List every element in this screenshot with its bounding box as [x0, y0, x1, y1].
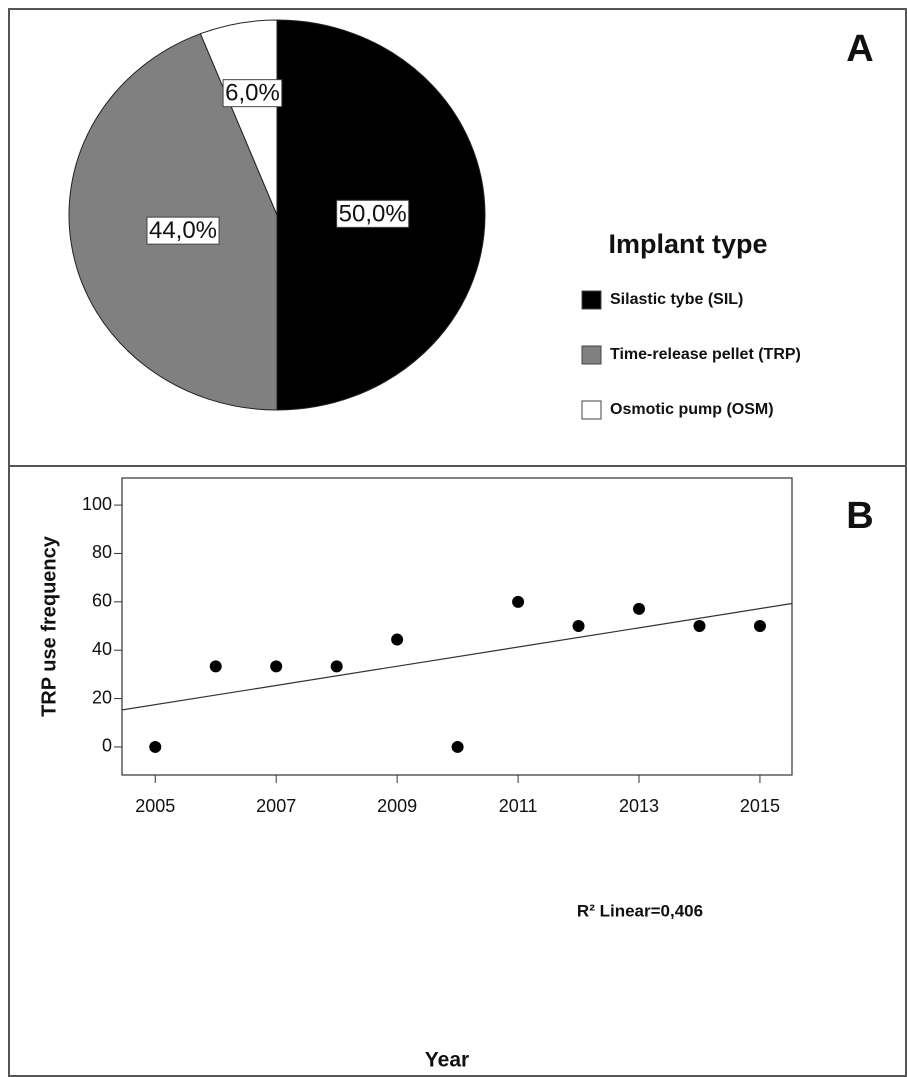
data-point — [330, 660, 343, 673]
value-label-text: 50,0% — [339, 200, 407, 227]
plot-area — [121, 477, 793, 776]
legend-title: Implant type — [608, 229, 767, 259]
value-label-box — [146, 216, 220, 245]
y-tick-label: 0 — [102, 736, 112, 756]
value-label-text: 6,0% — [225, 80, 280, 107]
data-point — [572, 620, 585, 633]
legend-swatch — [581, 400, 602, 420]
legend-label: Time-release pellet (TRP) — [610, 346, 801, 363]
value-label-text: 44,0% — [149, 217, 217, 244]
x-tick-label: 2005 — [135, 796, 175, 816]
data-point — [209, 660, 222, 673]
value-label: 44,0% — [146, 216, 220, 245]
legend-swatch — [581, 290, 602, 310]
x-tick-label: 2013 — [619, 796, 659, 816]
data-point — [633, 602, 646, 615]
annotation: R² Linear=0,406 — [577, 901, 703, 920]
x-tick-label: 2011 — [499, 796, 538, 816]
panel-letter: A — [846, 28, 873, 70]
value-label-box — [222, 79, 283, 108]
value-label-box — [336, 199, 410, 228]
value-label: 50,0% — [336, 199, 410, 228]
y-tick-label: 40 — [92, 639, 112, 659]
data-point — [391, 633, 404, 646]
x-axis-label: Year — [425, 1049, 469, 1072]
data-point — [149, 740, 162, 753]
data-point — [693, 620, 706, 633]
panel-frame — [8, 465, 907, 1077]
x-tick-label: 2015 — [740, 796, 780, 816]
trend-line — [121, 602, 793, 711]
legend-label: Silastic tybe (SIL) — [610, 291, 743, 308]
data-point — [753, 620, 766, 633]
y-tick-label: 20 — [92, 687, 112, 707]
value-label: 6,0% — [222, 79, 283, 108]
legend-swatch — [581, 345, 602, 365]
y-axis-label: TRP use frequency — [38, 535, 60, 717]
x-tick-label: 2009 — [377, 796, 417, 816]
x-tick-label: 2007 — [256, 796, 296, 816]
legend-label: Osmotic pump (OSM) — [610, 401, 774, 418]
panel-letter: B — [846, 495, 873, 537]
y-tick-label: 100 — [82, 494, 112, 514]
y-tick-label: 60 — [92, 591, 112, 611]
y-tick-label: 80 — [92, 542, 112, 562]
pie-slice — [199, 19, 278, 216]
data-point — [512, 595, 525, 608]
data-point — [451, 740, 464, 753]
data-point — [270, 660, 283, 673]
